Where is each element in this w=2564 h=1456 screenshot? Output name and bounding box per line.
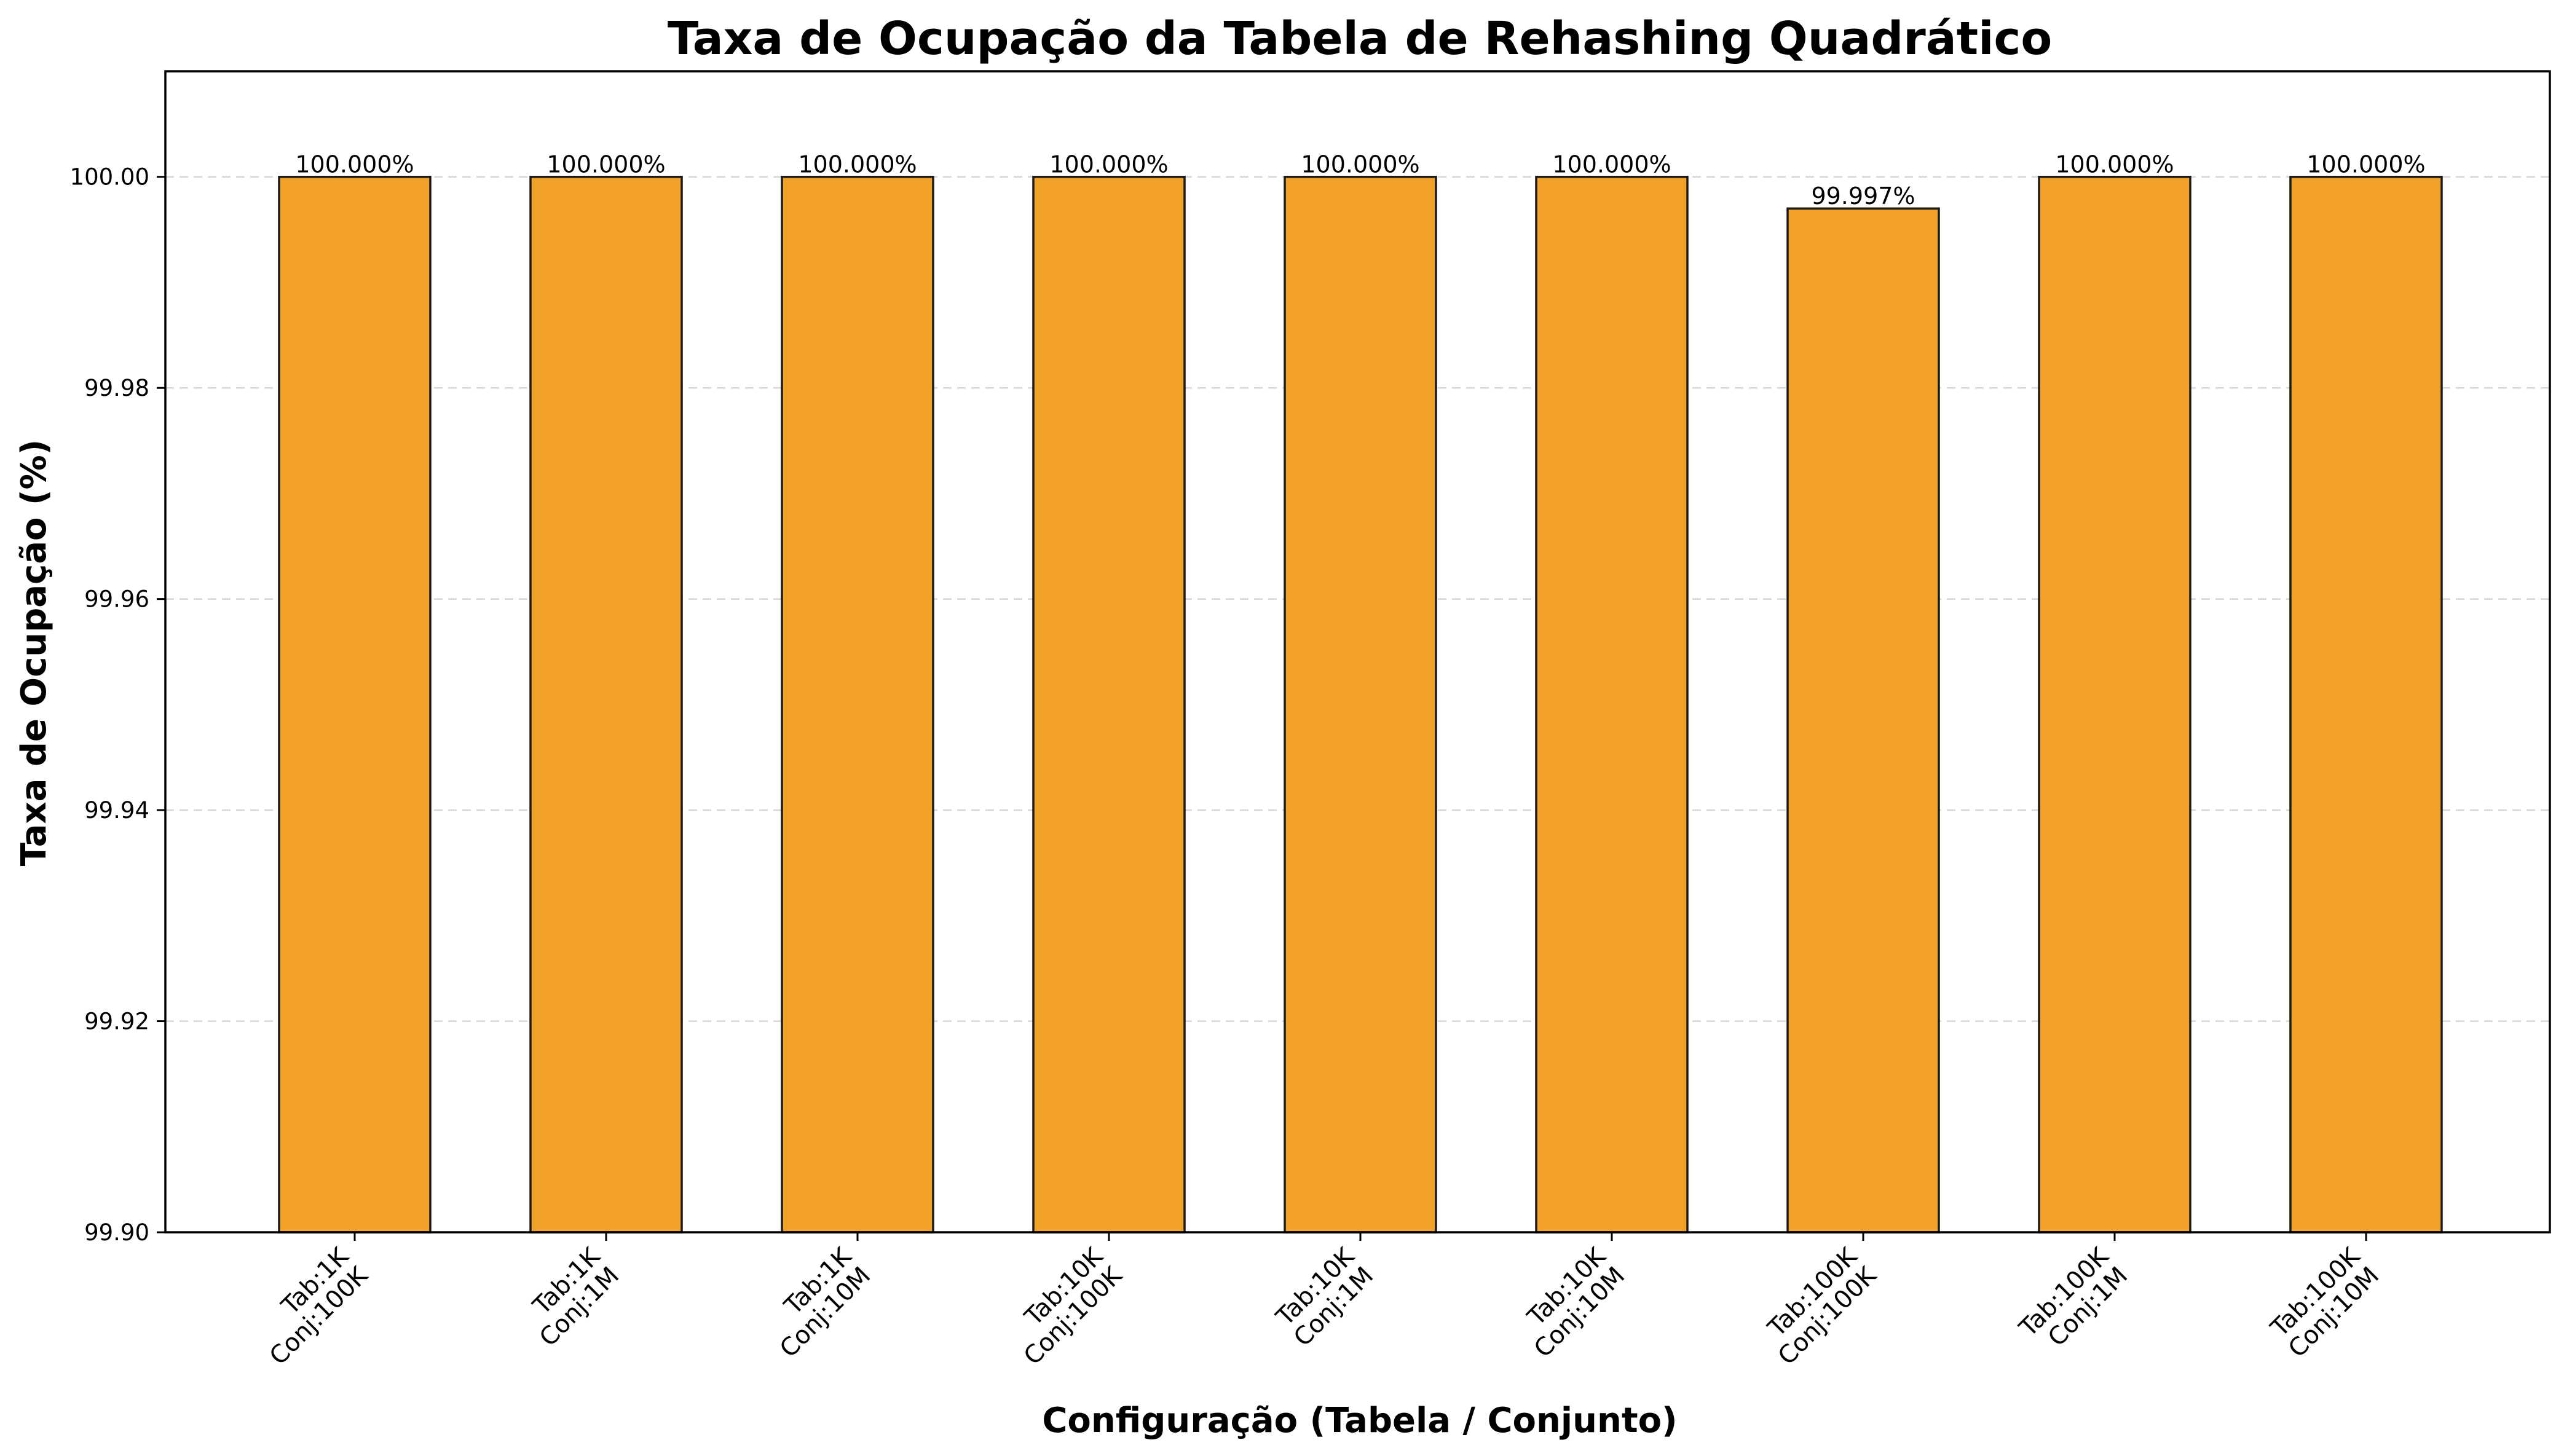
y-tick-label: 99.98 xyxy=(84,375,149,401)
chart-title: Taxa de Ocupação da Tabela de Rehashing … xyxy=(668,12,2052,65)
bar-value-label: 100.000% xyxy=(1552,151,1671,178)
y-tick-label: 99.92 xyxy=(84,1009,149,1035)
bar xyxy=(278,175,432,1234)
y-tick-label: 99.94 xyxy=(84,797,149,824)
bar-value-label: 100.000% xyxy=(2306,151,2425,178)
bar-value-label: 99.997% xyxy=(1811,183,1915,210)
y-tick-label: 99.90 xyxy=(84,1219,149,1246)
bar xyxy=(1535,175,1689,1234)
bar xyxy=(529,175,683,1234)
bar xyxy=(2038,175,2191,1234)
value-labels: 100.000% 100.000% 100.000% 100.000% 100.000%… xyxy=(295,151,2425,210)
bar xyxy=(1786,207,1940,1234)
bar xyxy=(1284,175,1437,1234)
bar xyxy=(781,175,934,1234)
bar xyxy=(2289,175,2443,1234)
bar-value-label: 100.000% xyxy=(1049,151,1168,178)
x-axis-label: Configuração (Tabela / Conjunto) xyxy=(1042,1401,1677,1441)
bar-value-label: 100.000% xyxy=(1301,151,1419,178)
bar xyxy=(1032,175,1186,1234)
bar-value-label: 100.000% xyxy=(295,151,414,178)
y-axis-ticks: 99.90 99.92 99.94 99.96 99.98 100.00 xyxy=(70,164,165,1246)
bar-value-label: 100.000% xyxy=(798,151,917,178)
bars xyxy=(278,175,2443,1234)
y-tick-label: 99.96 xyxy=(84,586,149,613)
y-axis-label: Taxa de Ocupação (%) xyxy=(14,439,54,867)
bar-value-label: 100.000% xyxy=(2055,151,2174,178)
y-tick-label: 100.00 xyxy=(70,164,149,191)
plot-frame xyxy=(164,70,2551,1234)
bar-value-label: 100.000% xyxy=(546,151,665,178)
